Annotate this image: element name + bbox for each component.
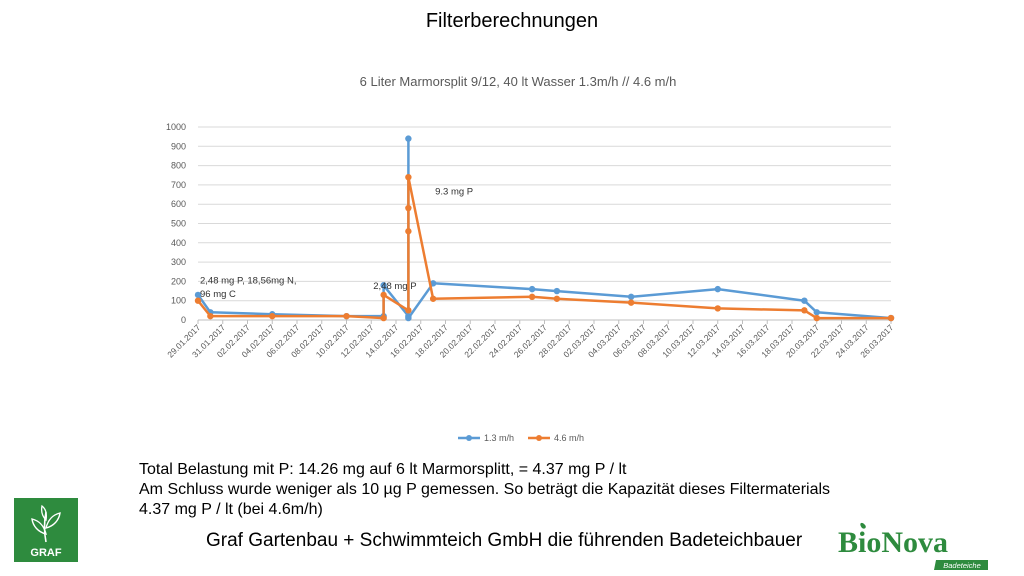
data-annotation: 96 mg C — [200, 289, 236, 300]
legend-marker — [536, 435, 542, 441]
series-4-6-m-h — [194, 173, 895, 322]
data-point — [528, 285, 536, 293]
data-point — [553, 287, 561, 295]
chart-title: 6 Liter Marmorsplit 9/12, 40 lt Wasser 1… — [360, 74, 677, 89]
y-tick-label: 600 — [171, 199, 186, 209]
data-point — [627, 293, 635, 301]
legend-label: 4.6 m/h — [554, 433, 584, 443]
body-text: Total Belastung mit P: 14.26 mg auf 6 lt… — [139, 460, 830, 520]
bionova-logo: BioNova Badeteiche — [838, 522, 988, 570]
y-tick-label: 300 — [171, 257, 186, 267]
slide-title: Filterberechnungen — [425, 10, 599, 32]
data-point — [801, 297, 808, 304]
body-line: 4.37 mg P / lt (bei 4.6m/h) — [139, 501, 323, 518]
body-line: Am Schluss wurde weniger als 10 µg P gem… — [139, 481, 831, 498]
bionova-logo-text: BioNova — [838, 526, 948, 559]
y-tick-label: 100 — [171, 296, 186, 306]
data-point — [194, 291, 202, 299]
data-point — [269, 312, 276, 320]
line-chart: 6 Liter Marmorsplit 9/12, 40 lt Wasser 1… — [165, 74, 896, 443]
data-point — [405, 228, 412, 235]
data-point — [405, 314, 412, 322]
data-point — [801, 307, 808, 314]
data-point — [429, 295, 437, 302]
data-point — [714, 305, 721, 312]
data-annotation: 9.3 mg P — [435, 187, 473, 198]
chart-legend: 1.3 m/h 4.6 m/h — [458, 433, 584, 443]
y-tick-label: 1000 — [166, 122, 186, 132]
data-point — [528, 293, 536, 301]
legend-item: 4.6 m/h — [528, 433, 584, 443]
y-tick-label: 900 — [171, 141, 186, 151]
data-point — [194, 297, 202, 304]
legend-label: 1.3 m/h — [484, 433, 514, 443]
data-point — [553, 295, 561, 302]
data-point — [405, 135, 412, 142]
y-tick-label: 0 — [181, 315, 186, 325]
x-axis-ticks: 29.01.201731.01.201702.02.201704.02.2017… — [165, 320, 896, 359]
legend-marker — [466, 435, 472, 441]
legend-item: 1.3 m/h — [458, 433, 514, 443]
footer-text: Graf Gartenbau + Schwimmteich GmbH die f… — [206, 530, 803, 551]
data-point — [380, 291, 387, 299]
y-axis-ticks: 0 100 200 300 400 500 600 700 800 900 1000 — [166, 122, 186, 325]
body-line: Total Belastung mit P: 14.26 mg auf 6 lt… — [139, 461, 627, 478]
series-line — [197, 175, 891, 320]
data-point — [380, 282, 387, 289]
graf-logo: GRAF — [14, 498, 78, 562]
data-point — [405, 173, 412, 181]
y-tick-label: 400 — [171, 238, 186, 248]
data-point — [405, 204, 412, 212]
data-point — [887, 314, 895, 322]
bionova-logo-subtext: Badeteiche — [943, 561, 981, 570]
y-tick-label: 800 — [171, 161, 186, 171]
data-point — [627, 299, 635, 306]
chart-series — [194, 135, 895, 322]
y-tick-label: 500 — [171, 219, 186, 229]
graf-logo-text: GRAF — [30, 547, 61, 559]
y-tick-label: 700 — [171, 180, 186, 190]
data-point — [207, 312, 214, 320]
data-point — [714, 285, 721, 293]
series-1-3-m-h — [194, 135, 895, 322]
data-annotation: 2,48 mg P, 18,56mg N, — [200, 275, 296, 286]
data-annotation: 2,48 mg P — [373, 281, 416, 292]
data-point — [405, 307, 412, 314]
data-point — [380, 314, 387, 322]
data-point — [813, 309, 820, 316]
data-point — [343, 312, 350, 320]
y-tick-label: 200 — [171, 276, 186, 286]
chart-annotations: 2,48 mg P, 18,56mg N, 96 mg C 2,48 mg P 9.3… — [200, 187, 473, 300]
data-point — [813, 314, 820, 322]
